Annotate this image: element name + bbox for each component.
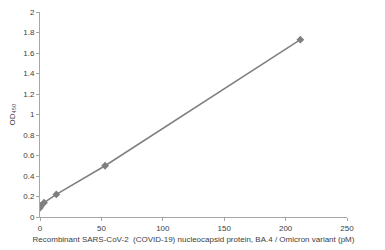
svg-text:250: 250	[340, 224, 354, 233]
svg-text:1: 1	[30, 110, 35, 119]
svg-text:1.8: 1.8	[23, 28, 35, 37]
svg-text:150: 150	[218, 224, 232, 233]
svg-text:OD₄₅₀: OD₄₅₀	[8, 104, 17, 126]
svg-text:2: 2	[30, 8, 35, 17]
svg-text:0: 0	[38, 224, 43, 233]
svg-text:Recombinant SARS-CoV-2 (COVID: Recombinant SARS-CoV-2 (COVID-19) nucleo…	[33, 235, 355, 244]
svg-text:0.8: 0.8	[23, 131, 35, 140]
svg-text:200: 200	[279, 224, 293, 233]
svg-text:1.4: 1.4	[23, 69, 35, 78]
svg-text:0.6: 0.6	[23, 151, 35, 160]
svg-text:0.4: 0.4	[23, 172, 35, 181]
svg-text:1.2: 1.2	[23, 90, 35, 99]
svg-text:0: 0	[30, 213, 35, 222]
svg-text:50: 50	[97, 224, 106, 233]
svg-text:100: 100	[156, 224, 170, 233]
svg-text:1.6: 1.6	[23, 49, 35, 58]
svg-text:0.2: 0.2	[23, 192, 35, 201]
